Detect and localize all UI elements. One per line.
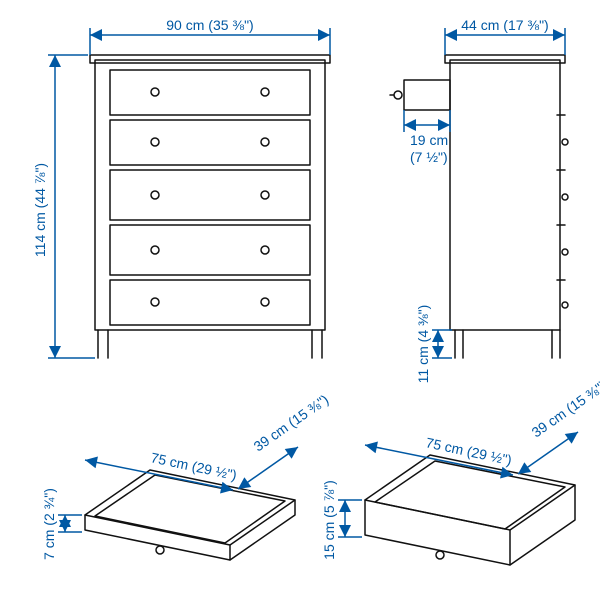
svg-text:15 cm (5 ⅞"): 15 cm (5 ⅞") [321,480,337,560]
front-drawers [110,70,310,325]
svg-text:39 cm (15 ⅜"): 39 cm (15 ⅜") [251,391,332,454]
svg-text:19 cm: 19 cm [410,132,448,148]
svg-text:44 cm (17 ⅜"): 44 cm (17 ⅜") [461,17,548,33]
dim-shallow-height: 7 cm (2 ¾") [41,488,82,560]
dim-deep-width: 75 cm (29 ½") [365,434,513,475]
side-extended-drawer [390,80,450,110]
deep-h-in: (5 ⅞") [321,480,337,518]
side-leg-in: (4 ⅜") [415,305,431,343]
svg-text:90 cm (35 ⅜"): 90 cm (35 ⅜") [166,17,253,33]
shallow-d-in: (15 ⅜") [285,391,331,430]
side-view: 44 cm (17 ⅜") 19 cm (7 ½") 11 cm (4 ⅜") [390,17,568,383]
side-leg-cm: 11 cm [415,346,431,383]
deep-w-cm: 75 cm [424,434,465,458]
deep-h-cm: 15 cm [321,522,337,560]
front-height-cm: 114 cm [32,212,48,257]
svg-text:39 cm (15 ⅜"): 39 cm (15 ⅜") [529,377,600,440]
deep-d-in: (15 ⅜") [563,377,600,416]
svg-text:75 cm (29 ½"): 75 cm (29 ½") [149,449,238,483]
side-ext-in: (7 ½") [410,149,448,165]
side-ext-cm: 19 cm [410,132,448,148]
svg-text:(7 ½"): (7 ½") [410,149,448,165]
deep-d-cm: 39 cm [529,405,569,440]
svg-text:11 cm (4 ⅜"): 11 cm (4 ⅜") [415,305,431,384]
dim-front-width: 90 cm (35 ⅜") [90,17,330,55]
svg-text:114 cm (44 ⅞"): 114 cm (44 ⅞") [32,163,48,257]
shallow-d-cm: 39 cm [251,419,291,454]
side-depth-in: (17 ⅜") [503,17,548,33]
svg-text:7 cm (2 ¾"): 7 cm (2 ¾") [41,488,57,560]
side-depth-cm: 44 cm [461,17,499,33]
front-height-in: (44 ⅞") [32,163,48,208]
dim-side-depth: 44 cm (17 ⅜") [445,17,565,55]
dim-deep-height: 15 cm (5 ⅞") [321,480,362,560]
dim-shallow-depth: 39 cm (15 ⅜") [238,391,331,489]
dim-side-extension: 19 cm (7 ½") [404,110,450,165]
shallow-h-cm: 7 cm [41,530,57,560]
front-width-in: (35 ⅜") [208,17,253,33]
dim-side-leg: 11 cm (4 ⅜") [415,305,452,384]
shallow-h-in: (2 ¾") [41,488,57,526]
shallow-w-cm: 75 cm [149,449,190,473]
dimensions-diagram: 90 cm (35 ⅜") 114 cm (44 ⅞") [0,0,600,600]
dim-deep-depth: 39 cm (15 ⅜") [518,377,600,474]
drawer-shallow: 75 cm (29 ½") 39 cm (15 ⅜") 7 cm (2 ¾") [41,391,331,560]
front-width-cm: 90 cm [166,17,204,33]
drawer-deep: 75 cm (29 ½") 39 cm (15 ⅜") 15 cm (5 ⅞") [321,377,600,565]
front-view: 90 cm (35 ⅜") 114 cm (44 ⅞") [32,17,330,358]
dim-front-height: 114 cm (44 ⅞") [32,55,95,358]
